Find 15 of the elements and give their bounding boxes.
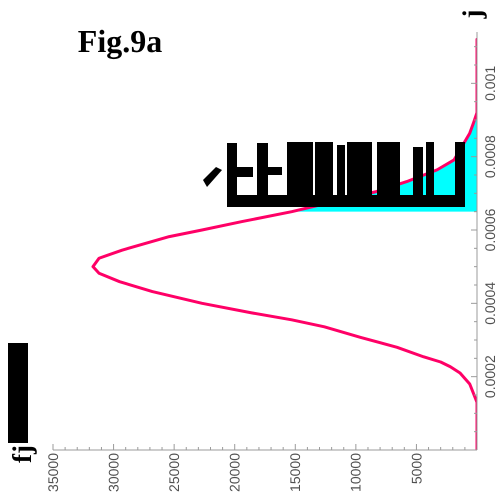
x-tick-label: 5000 (408, 452, 424, 484)
y-tick-label: 0.001 (482, 66, 498, 101)
y-tick-label: 0.0008 (482, 135, 498, 178)
x-tick-label: 20000 (226, 452, 243, 492)
y-axis-title: j (457, 10, 487, 20)
x-tick-label: 10000 (348, 452, 364, 492)
x-tick-label: 25000 (166, 452, 182, 492)
y-tick-label: 0.0002 (482, 355, 498, 398)
text: fj (7, 445, 37, 463)
x-tick-label: 30000 (105, 452, 122, 492)
x-tick-label: 15000 (287, 452, 304, 492)
y-tick-label: 0.0004 (482, 282, 498, 325)
chart-title: Fig.9a (78, 23, 162, 60)
x-tick-label: 35000 (44, 452, 61, 492)
y-tick-label: 0.0006 (482, 208, 498, 252)
